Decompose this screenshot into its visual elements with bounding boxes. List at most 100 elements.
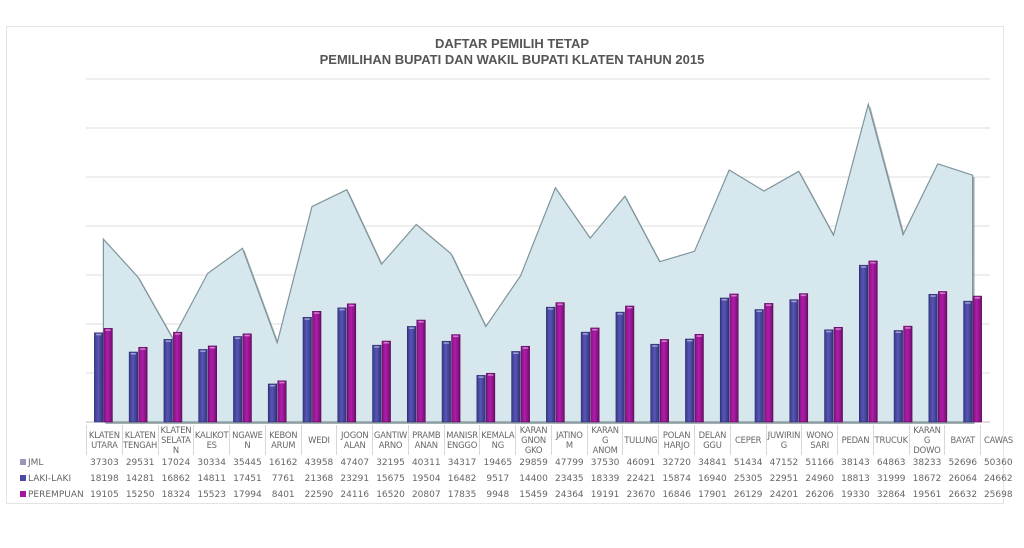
chart-title: DAFTAR PEMILIH TETAP PEMILIHAN BUPATI DA… (0, 36, 1024, 68)
data-label: 24116 (340, 490, 370, 500)
category-label-line: ENGGO (446, 440, 478, 450)
chart-title-line1: DAFTAR PEMILIH TETAP (434, 36, 590, 51)
legend-label: LAKI-LAKI (28, 474, 72, 484)
data-label: 15523 (197, 490, 226, 500)
laki-laki-bar-highlight (930, 295, 936, 297)
data-label: 16520 (376, 490, 405, 500)
data-label: 19191 (590, 490, 620, 500)
data-label: 29859 (519, 458, 548, 468)
category-label-line: KLATEN (124, 430, 156, 440)
data-label: 14281 (125, 474, 155, 484)
data-label: 25305 (733, 474, 763, 484)
data-label: 38143 (841, 458, 870, 468)
category-label: WEDI (300, 425, 337, 455)
laki-laki-bar (928, 293, 938, 423)
category-label: KEBON ARUM (264, 425, 302, 455)
perempuan-bar-highlight (731, 294, 737, 297)
category-label-line: UTARA (91, 440, 118, 450)
perempuan-bar-highlight (696, 335, 702, 337)
category-label-line: ARNO (378, 440, 403, 450)
laki-laki-bar (546, 306, 556, 423)
category-label: MANISR ENGGO (443, 425, 480, 455)
data-label: 22421 (626, 474, 656, 484)
category-label-line: WEDI (308, 435, 330, 445)
perempuan-bar-highlight (244, 334, 250, 337)
laki-laki-bar-highlight (965, 302, 971, 304)
perempuan-bar (729, 293, 739, 423)
perempuan-bar (103, 328, 113, 423)
perempuan-bar (173, 331, 183, 423)
data-label: 23291 (340, 474, 370, 484)
perempuan-bar (659, 339, 669, 423)
data-label: 19465 (483, 458, 513, 468)
perempuan-bar-highlight (383, 342, 390, 344)
data-label: 52696 (948, 458, 978, 468)
data-label: 26064 (948, 474, 978, 484)
category-label: KLATEN UTARA (86, 425, 123, 455)
perempuan-bar-highlight (140, 348, 146, 350)
laki-laki-bar-highlight (443, 342, 450, 344)
data-label: 19504 (411, 474, 441, 484)
category-label-line: WONO (806, 430, 834, 440)
data-label: 24960 (805, 474, 835, 484)
perempuan-bar (555, 302, 565, 423)
category-label: JOGON ALAN (336, 425, 373, 455)
category-label: KARAN GNON GKO (515, 425, 552, 455)
perempuan-bar (312, 311, 322, 423)
laki-laki-bar (198, 349, 208, 423)
laki-laki-bar (754, 309, 764, 423)
category-label-line: M (565, 440, 573, 450)
laki-laki-bar (789, 299, 799, 423)
category-label-line: GGU (703, 440, 722, 450)
category-label-line: NG (491, 440, 505, 450)
laki-laki-bar (511, 351, 521, 423)
data-label: 18339 (590, 474, 620, 484)
laki-laki-bar (372, 344, 382, 423)
category-label-line: TENGAH (123, 440, 158, 450)
category-label: KALIKOT ES (193, 425, 230, 455)
data-label: 24364 (555, 490, 584, 500)
perempuan-bar (798, 293, 809, 423)
data-label: 19561 (912, 490, 942, 500)
laki-laki-bar-highlight (617, 313, 623, 315)
perempuan-bar (938, 291, 948, 423)
data-label: 15675 (376, 474, 405, 484)
category-label-line: DOWO (913, 445, 941, 455)
data-label: 15459 (519, 490, 548, 500)
category-label-line: ANAN (414, 440, 438, 450)
laki-laki-bar-highlight (130, 353, 137, 355)
category-label: JATINO M (550, 425, 588, 455)
data-label: 17835 (447, 490, 477, 500)
data-label: 7761 (271, 474, 295, 484)
category-label: KLATEN TENGAH (121, 425, 159, 455)
bar-series (94, 260, 982, 423)
data-label: 15874 (662, 474, 691, 484)
perempuan-bar (451, 334, 461, 423)
data-label: 31999 (876, 474, 906, 484)
table-header-row: KLATEN UTARA KLATEN TENGAH KLATEN SELATA N KALI… (20, 425, 1016, 455)
data-label: 17994 (233, 490, 262, 500)
data-label: 24662 (983, 474, 1013, 484)
laki-laki-bar (685, 338, 695, 423)
category-label-line: ARUM (271, 440, 296, 450)
laki-laki-bar (580, 331, 590, 423)
perempuan-bar (381, 340, 391, 423)
perempuan-bar-highlight (939, 292, 946, 295)
category-label-line: ALAN (343, 440, 366, 450)
laki-laki-bar (163, 339, 173, 423)
data-label: 32195 (376, 458, 405, 468)
laki-laki-bar-highlight (513, 352, 519, 354)
perempuan-bar (346, 303, 357, 423)
data-label: 64863 (876, 458, 906, 468)
laki-laki-bar-highlight (339, 308, 345, 311)
data-label: 14811 (197, 474, 226, 484)
perempuan-bar (416, 319, 426, 423)
data-label: 43958 (304, 458, 334, 468)
laki-laki-bar (615, 311, 625, 423)
perempuan-bar (868, 260, 878, 423)
category-label: BAYAT (944, 425, 981, 455)
category-label: KARAN G ANOM (586, 425, 623, 455)
perempuan-bar-highlight (557, 303, 563, 306)
laki-laki-bar-highlight (408, 327, 415, 329)
